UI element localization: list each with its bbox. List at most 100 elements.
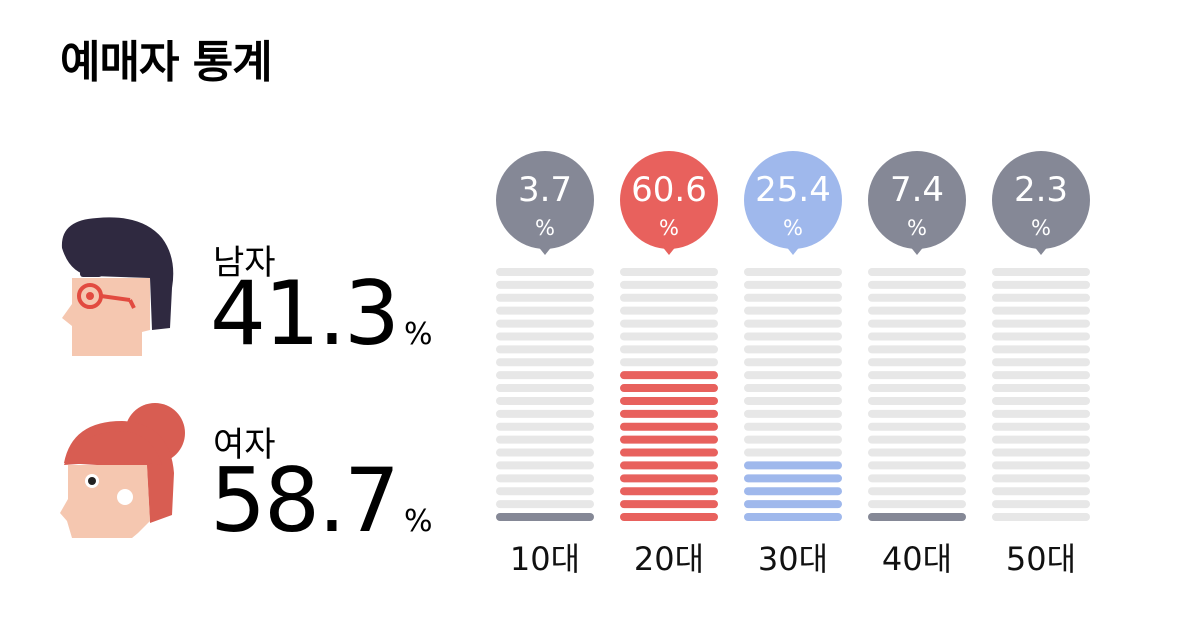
bar-segment-empty (868, 345, 966, 354)
category-label: 30대 (758, 540, 828, 578)
value-unit: % (783, 216, 803, 240)
male-label: 남자 (213, 243, 276, 283)
male-avatar-icon (61, 217, 174, 356)
bar-segment-empty (992, 422, 1090, 431)
age-column-50대: 2.3% 50대 (992, 151, 1090, 578)
bar-segment-empty (992, 345, 1090, 354)
bar-segment-empty (496, 435, 594, 444)
bar-segment-empty (992, 293, 1090, 302)
bar-segment-empty (992, 384, 1090, 393)
bar-segment-filled (620, 422, 718, 431)
bar-segment-empty (868, 487, 966, 496)
bubble-pointer (909, 245, 925, 255)
value-label: 25.4 (755, 170, 831, 210)
female-avatar-icon (60, 403, 185, 538)
female-percentage: 58.7% (210, 449, 433, 552)
bubble-pointer (537, 245, 553, 255)
bar-segment-empty (620, 345, 718, 354)
bar-segment-filled (496, 513, 594, 521)
bar-segment-empty (868, 435, 966, 444)
bar-segment-empty (496, 396, 594, 405)
value-label: 60.6 (631, 170, 707, 210)
age-column-40대: 7.4% 40대 (868, 151, 966, 578)
bar-segment-empty (868, 461, 966, 470)
bar-segment-empty (992, 319, 1090, 328)
bar-segment-empty (992, 474, 1090, 483)
bubble-pointer (785, 245, 801, 255)
female-label: 여자 (213, 425, 276, 465)
bar-segment-empty (496, 384, 594, 393)
value-bubble: 2.3% (992, 151, 1090, 255)
value-label: 2.3 (1014, 170, 1068, 210)
bar-segment-empty (496, 409, 594, 418)
bar-segment-filled (744, 487, 842, 496)
bar-segment-empty (744, 422, 842, 431)
bar-segment-empty (620, 332, 718, 341)
bar-segment-empty (496, 422, 594, 431)
bar-segment-empty (744, 409, 842, 418)
page-title: 예매자 통계 (60, 37, 273, 88)
bar-segment-empty (496, 280, 594, 289)
bar-segment-empty (992, 513, 1090, 521)
bar-segment-empty (496, 487, 594, 496)
value-bubble: 7.4% (868, 151, 966, 255)
bar-segment-empty (992, 500, 1090, 509)
category-label: 50대 (1006, 540, 1076, 578)
bar-segment-filled (868, 513, 966, 521)
bar-segment-empty (744, 268, 842, 276)
bar-segment-empty (620, 319, 718, 328)
value-bubble: 25.4% (744, 151, 842, 255)
bar-segment-filled (620, 513, 718, 521)
value-bubble: 3.7% (496, 151, 594, 255)
bar-segment-filled (620, 409, 718, 418)
value-label: 7.4 (890, 170, 944, 210)
bar-segment-filled (620, 371, 718, 380)
bar-segment-empty (744, 345, 842, 354)
bubble-circle (496, 151, 594, 249)
female-stat: 여자 58.7% (0, 395, 470, 565)
bar-segment-empty (868, 409, 966, 418)
bar-segment-empty (868, 319, 966, 328)
male-stat: 남자 41.3% (0, 200, 470, 370)
bar-segment-empty (868, 396, 966, 405)
bar-segment-empty (992, 280, 1090, 289)
bar-segment-empty (992, 358, 1090, 367)
value-unit: % (907, 216, 927, 240)
bar-segment-empty (620, 293, 718, 302)
bar-segment-empty (868, 358, 966, 367)
bar-segment-empty (496, 474, 594, 483)
value-label: 3.7 (518, 170, 572, 210)
bar-segment-empty (744, 358, 842, 367)
bar-segment-empty (868, 448, 966, 457)
bar-segment-empty (868, 500, 966, 509)
bar-segment-empty (744, 371, 842, 380)
value-bubble: 60.6% (620, 151, 718, 255)
bubble-circle (620, 151, 718, 249)
bar-segment-empty (744, 332, 842, 341)
bar-segment-filled (744, 461, 842, 470)
bubble-pointer (661, 245, 677, 255)
bubble-pointer (1033, 245, 1049, 255)
bar-segment-filled (620, 461, 718, 470)
bubble-circle (992, 151, 1090, 249)
bar-segment-empty (744, 280, 842, 289)
age-bar-chart: 3.7% 10대 60.6% 20대 25.4% 30대 7.4% 40대 2.3% 50대 (496, 151, 1090, 578)
bar-segment-empty (496, 358, 594, 367)
value-unit: % (535, 216, 555, 240)
category-label: 40대 (882, 540, 952, 578)
bar-segment-empty (744, 293, 842, 302)
bar-segment-empty (496, 448, 594, 457)
bar-segment-empty (868, 384, 966, 393)
bar-segment-empty (744, 448, 842, 457)
bar-segment-empty (992, 487, 1090, 496)
bar-segment-empty (744, 319, 842, 328)
percent-unit: % (403, 504, 433, 539)
bar-segment-empty (868, 332, 966, 341)
bar-segment-empty (992, 306, 1090, 315)
bubble-circle (744, 151, 842, 249)
bar-segment-empty (992, 448, 1090, 457)
bar-segment-empty (992, 409, 1090, 418)
bar-segment-empty (744, 396, 842, 405)
bar-segment-empty (496, 332, 594, 341)
bar-segment-empty (868, 474, 966, 483)
